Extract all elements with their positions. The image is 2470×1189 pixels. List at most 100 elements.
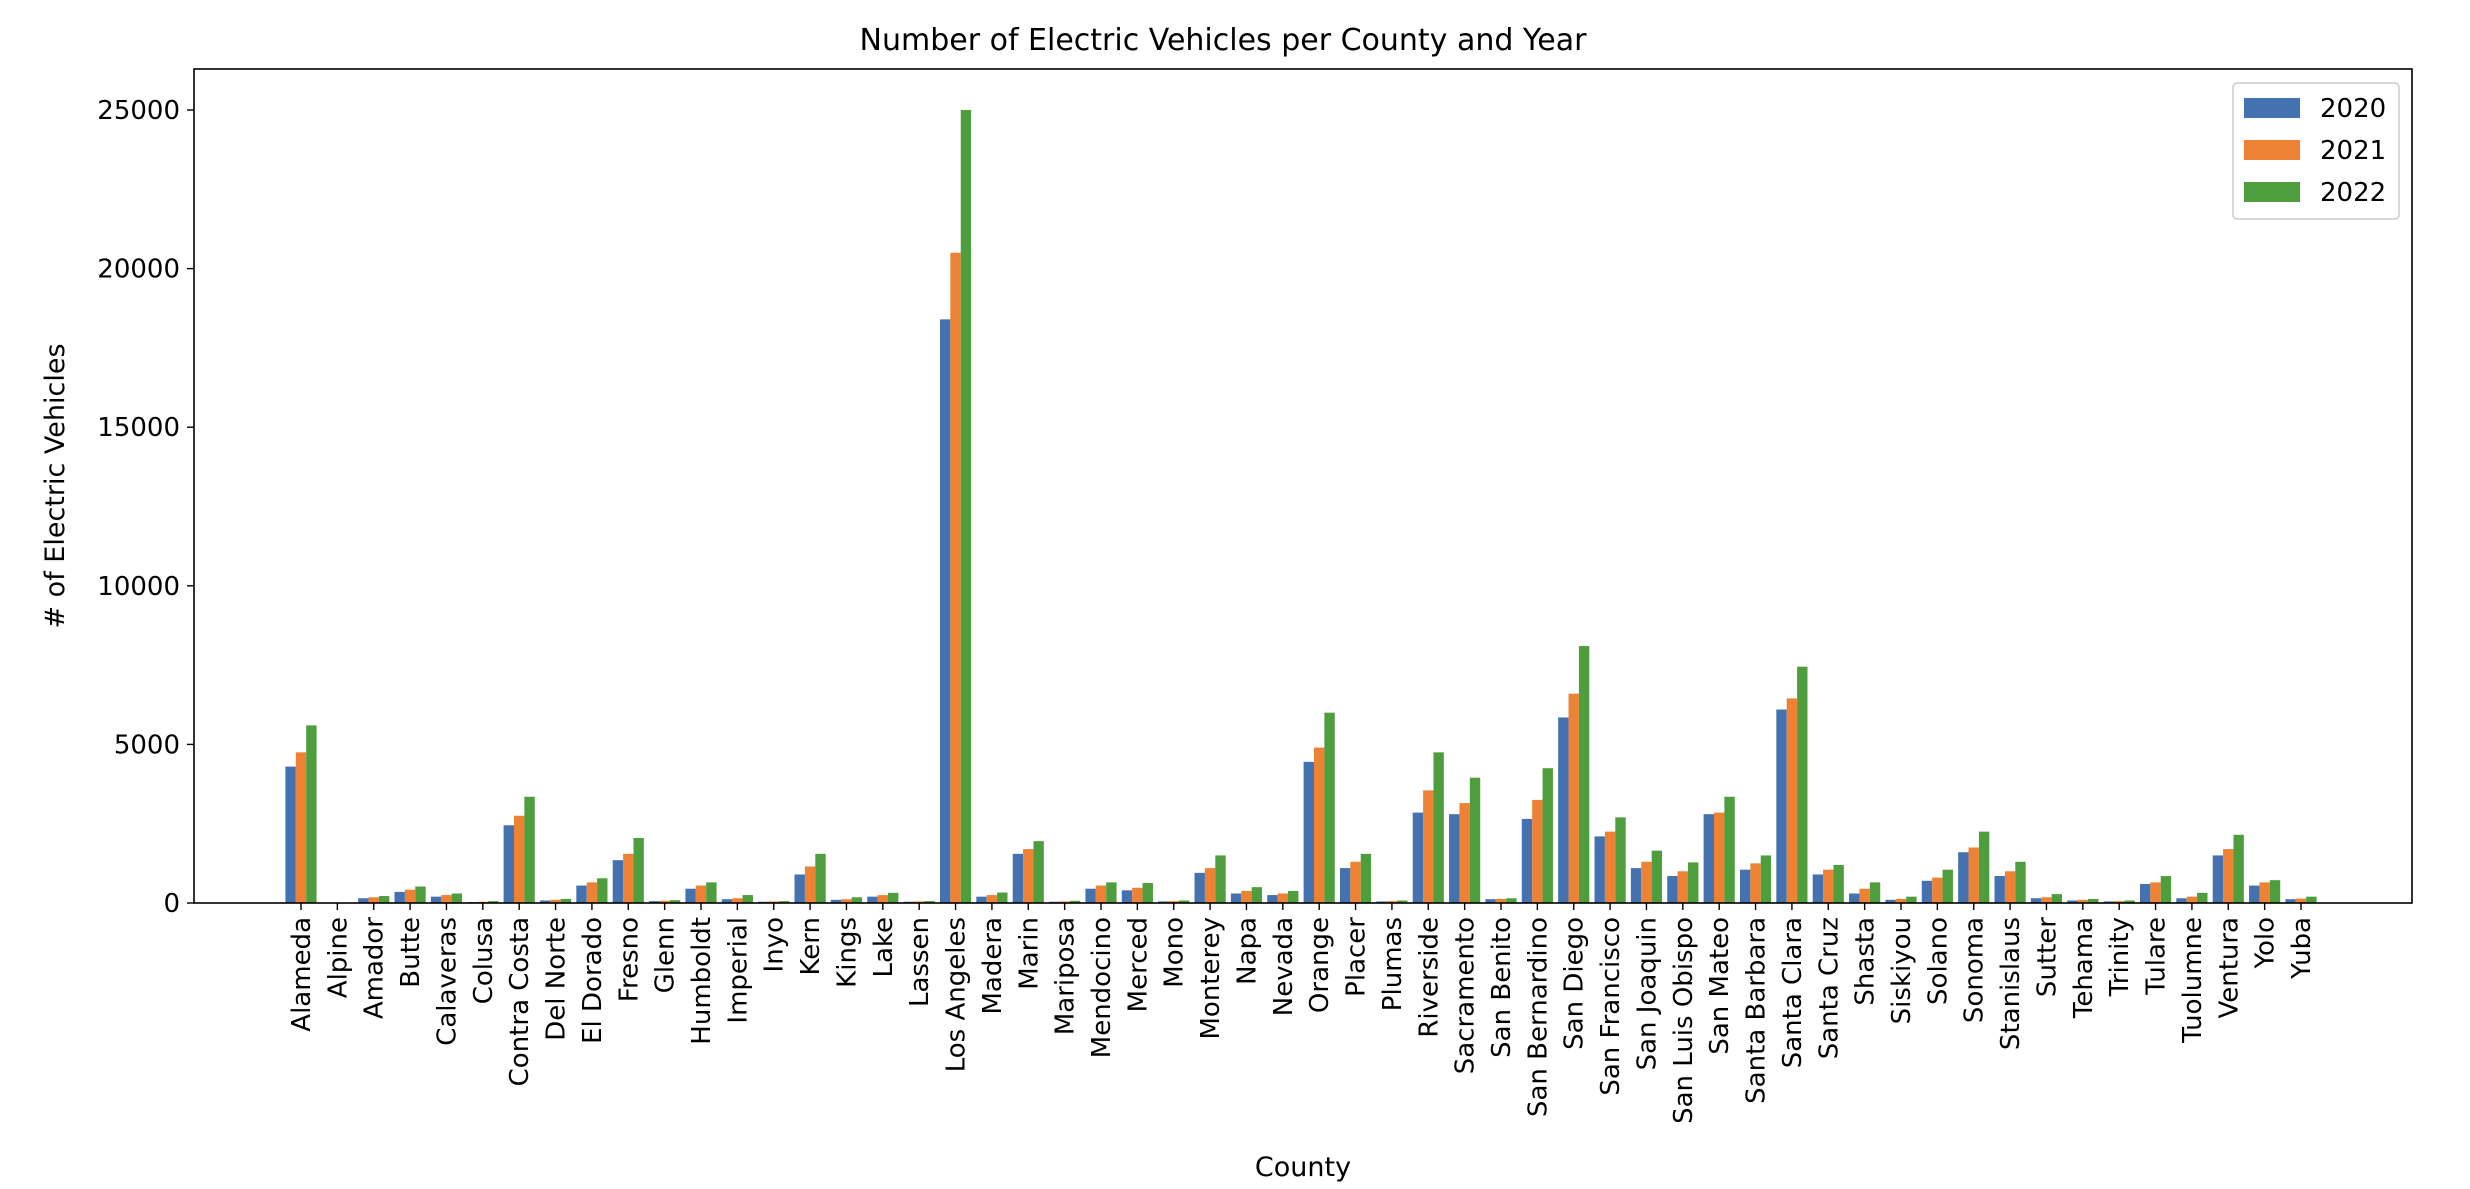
bar-2020-fresno	[613, 860, 623, 903]
x-tick-label: Shasta	[1851, 917, 1881, 1006]
bar-2021-santa-barbara	[1750, 863, 1760, 903]
x-tick-label: San Mateo	[1705, 917, 1735, 1055]
bar-2022-sutter	[2052, 894, 2062, 903]
bar-2021-amador	[369, 897, 379, 903]
x-tick-label: Sutter	[2032, 917, 2062, 997]
x-tick-label: Kern	[796, 917, 826, 975]
bar-2022-stanislaus	[2015, 862, 2025, 903]
bar-2020-san-joaquin	[1631, 868, 1641, 903]
bar-2021-humboldt	[696, 886, 706, 903]
bar-2022-sacramento	[1470, 778, 1480, 903]
x-tick-label: Trinity	[2105, 917, 2135, 997]
bar-2021-butte	[405, 890, 415, 903]
bar-2020-ventura	[2213, 855, 2223, 903]
bar-2022-san-francisco	[1615, 817, 1625, 903]
bar-2021-nevada	[1278, 893, 1288, 903]
x-tick-label: Mendocino	[1087, 917, 1117, 1058]
bar-2021-el-dorado	[587, 882, 597, 903]
bar-2022-san-bernardino	[1543, 768, 1553, 903]
x-tick-label: San Benito	[1487, 917, 1517, 1058]
bar-2022-yolo	[2270, 880, 2280, 903]
bar-2021-solano	[1932, 878, 1942, 903]
bar-2021-sutter	[2041, 897, 2051, 903]
bar-2020-solano	[1922, 881, 1932, 903]
bar-2022-kings	[852, 897, 862, 903]
bar-2022-lake	[888, 893, 898, 903]
x-tick-label: Kings	[832, 917, 862, 988]
bar-2021-san-bernardino	[1532, 800, 1542, 903]
bar-2021-riverside	[1423, 790, 1433, 903]
bar-2020-calaveras	[431, 897, 441, 903]
bar-2022-el-dorado	[597, 878, 607, 903]
bar-2022-napa	[1252, 887, 1262, 903]
bar-2020-san-francisco	[1595, 836, 1605, 903]
bar-2022-calaveras	[452, 893, 462, 903]
bar-2020-sacramento	[1449, 814, 1459, 903]
bar-2022-san-diego	[1579, 646, 1589, 903]
bar-2020-contra-costa	[504, 825, 514, 903]
bar-2020-sonoma	[1958, 852, 1968, 903]
x-tick-label: Amador	[360, 917, 390, 1019]
x-tick-label: Humboldt	[687, 917, 717, 1045]
bar-2020-santa-clara	[1776, 710, 1786, 903]
bar-2021-tuolumne	[2187, 897, 2197, 903]
bar-2020-los-angeles	[940, 319, 950, 903]
bar-2020-riverside	[1413, 813, 1423, 903]
x-tick-label: Placer	[1342, 917, 1372, 997]
bar-2022-monterey	[1215, 855, 1225, 903]
x-tick-label: Imperial	[723, 917, 753, 1024]
bar-2021-placer	[1350, 862, 1360, 903]
bar-2020-tulare	[2140, 884, 2150, 903]
x-tick-label: Alpine	[323, 917, 353, 998]
bar-2022-ventura	[2233, 835, 2243, 903]
x-tick-label: Inyo	[760, 917, 790, 972]
x-tick-label: Orange	[1305, 917, 1335, 1013]
bar-2021-fresno	[623, 854, 633, 903]
x-tick-label: Plumas	[1378, 917, 1408, 1011]
bar-2022-siskiyou	[1906, 897, 1916, 903]
x-tick-label: Del Norte	[542, 917, 572, 1041]
x-tick-label: San Diego	[1560, 917, 1590, 1050]
bar-2022-nevada	[1288, 891, 1298, 903]
y-tick-label: 5000	[114, 730, 180, 760]
x-tick-label: Napa	[1232, 917, 1262, 985]
x-tick-label: Glenn	[651, 917, 681, 993]
x-tick-label: Stanislaus	[1996, 917, 2026, 1050]
bar-2022-los-angeles	[961, 110, 971, 903]
bar-2021-marin	[1023, 849, 1033, 903]
x-tick-label: San Bernardino	[1523, 917, 1553, 1117]
bar-2022-yuba	[2306, 897, 2316, 903]
x-tick-label: Siskiyou	[1887, 917, 1917, 1024]
bar-2020-yolo	[2249, 886, 2259, 903]
bar-2021-alameda	[296, 752, 306, 903]
bar-2020-napa	[1231, 893, 1241, 903]
bar-2022-san-mateo	[1724, 797, 1734, 903]
bar-2022-kern	[815, 854, 825, 903]
bar-2021-orange	[1314, 748, 1324, 903]
x-tick-label: Fresno	[614, 917, 644, 1002]
bar-2020-kern	[795, 874, 805, 903]
legend-swatch-2022	[2244, 182, 2300, 202]
legend-swatch-2020	[2244, 98, 2300, 118]
legend-label-2022: 2022	[2320, 178, 2386, 208]
x-tick-label: Mono	[1160, 917, 1190, 988]
bar-2022-fresno	[633, 838, 643, 903]
bar-2022-san-luis-obispo	[1688, 862, 1698, 903]
bar-2021-yolo	[2259, 882, 2269, 903]
x-axis-label: County	[1255, 1152, 1351, 1183]
x-tick-label: Los Angeles	[942, 917, 972, 1072]
x-tick-label: San Luis Obispo	[1669, 917, 1699, 1124]
bar-2022-tuolumne	[2197, 893, 2207, 903]
bar-2021-tulare	[2150, 882, 2160, 903]
bar-2021-monterey	[1205, 868, 1215, 903]
bar-2020-marin	[1013, 854, 1023, 903]
bar-2021-santa-cruz	[1823, 870, 1833, 903]
bar-2020-orange	[1304, 762, 1314, 903]
x-tick-label: Santa Barbara	[1742, 917, 1772, 1104]
legend-label-2021: 2021	[2320, 136, 2386, 166]
x-tick-label: Tulare	[2142, 917, 2172, 996]
bar-2020-mendocino	[1085, 889, 1095, 903]
bar-2022-sonoma	[1979, 832, 1989, 903]
bar-2021-lake	[878, 895, 888, 903]
bar-2021-santa-clara	[1787, 698, 1797, 903]
